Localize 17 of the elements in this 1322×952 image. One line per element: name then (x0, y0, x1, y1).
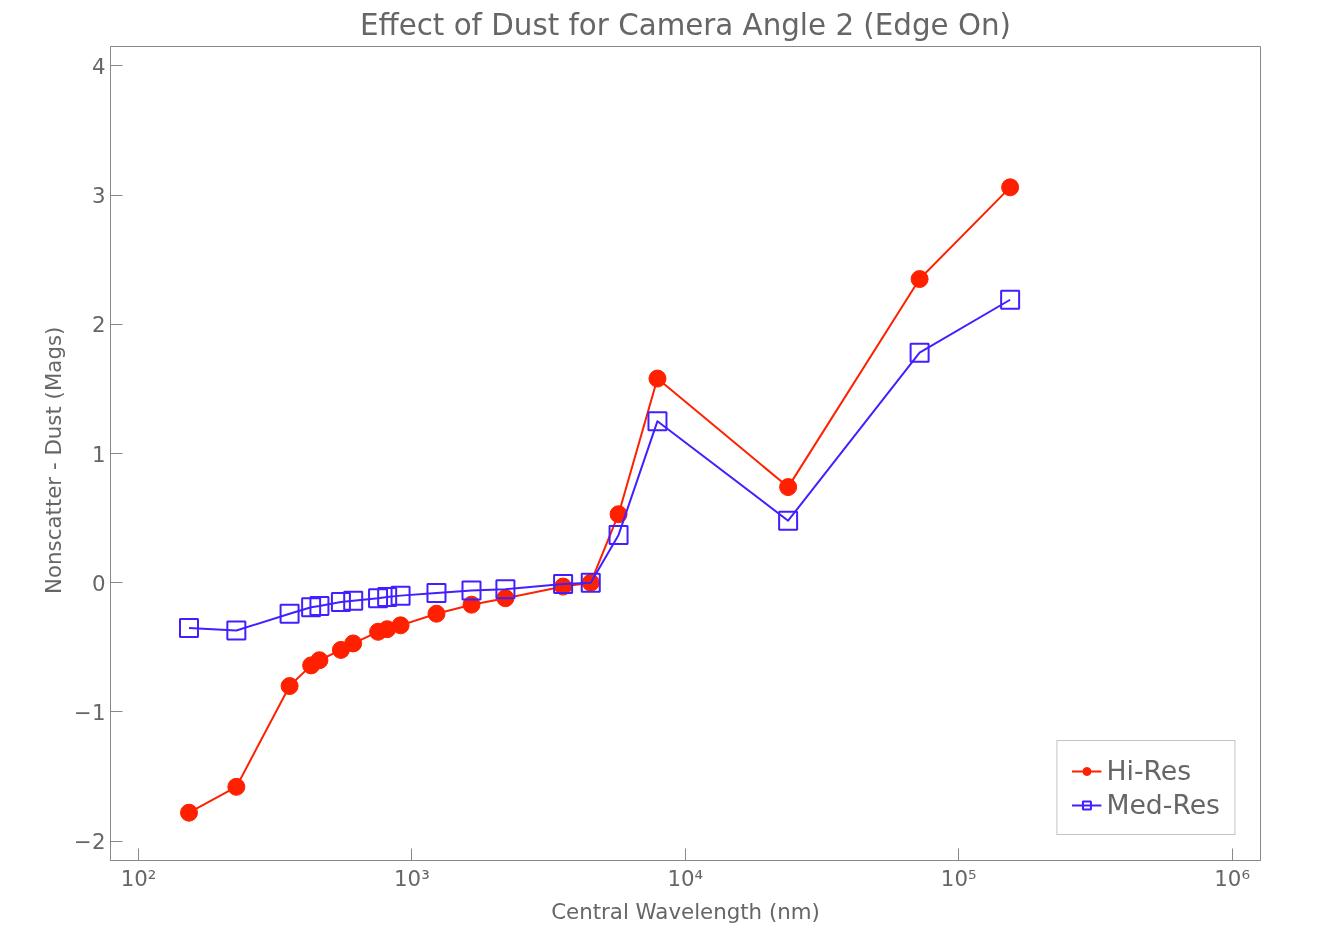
legend-label: Hi-Res (1106, 755, 1192, 786)
y-tick-label: 4 (91, 53, 106, 79)
x-axis-title: Central Wavelength (nm) (551, 898, 820, 924)
x-tick-label: 10² (120, 865, 157, 891)
y-axis-title: Nonscatter - Dust (Mags) (41, 326, 67, 594)
x-tick-label: 10⁶ (1214, 865, 1250, 891)
y-tick-label: 1 (91, 441, 106, 467)
x-tick-label: 10⁵ (940, 865, 977, 891)
x-tick-label: 10⁴ (667, 865, 704, 891)
x-tick-label: 10³ (394, 865, 430, 891)
y-tick-label: 3 (91, 183, 106, 209)
y-tick-label: −2 (74, 829, 106, 855)
y-tick-label: −1 (74, 699, 106, 725)
y-tick-label: 2 (91, 312, 106, 338)
chart-title: Effect of Dust for Camera Angle 2 (Edge On) (359, 7, 1012, 42)
y-tick-label: 0 (91, 570, 106, 596)
legend-label: Med-Res (1106, 789, 1220, 820)
